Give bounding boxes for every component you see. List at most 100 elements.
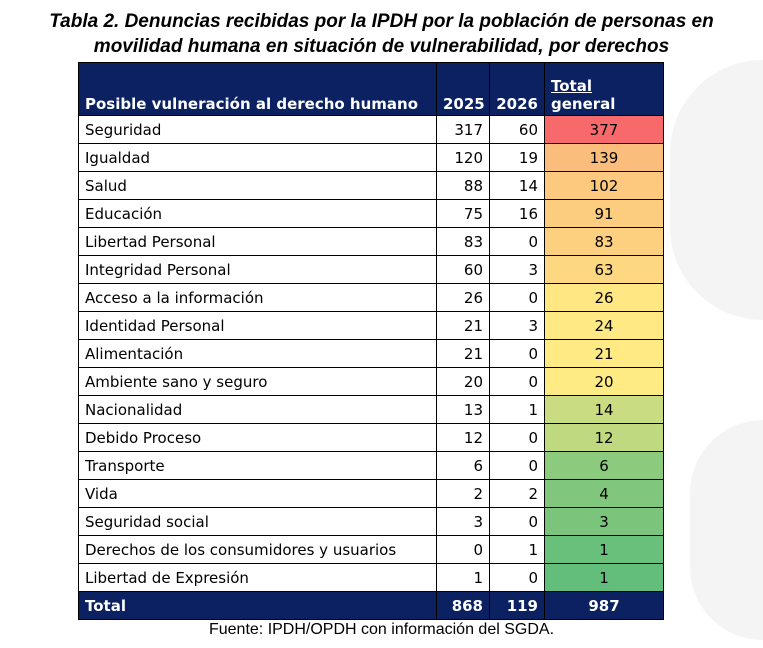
value-total: 6 [544,451,664,480]
total-row: Total 868 119 987 [78,591,664,620]
value-total: 377 [544,115,664,144]
value-2025: 120 [436,143,490,172]
table-row: Educación 75 16 91 [78,199,664,228]
value-2026: 2 [489,479,545,508]
row-label: Ambiente sano y seguro [78,367,437,396]
row-label: Derechos de los consumidores y usuarios [78,535,437,564]
header-right: Posible vulneración al derecho humano [78,62,437,116]
value-2025: 60 [436,255,490,284]
total-2026: 119 [489,591,545,620]
row-label: Libertad de Expresión [78,563,437,592]
row-label: Acceso a la información [78,283,437,312]
table-row: Acceso a la información 26 0 26 [78,283,664,312]
value-2025: 26 [436,283,490,312]
value-total: 20 [544,367,664,396]
value-total: 14 [544,395,664,424]
row-label: Igualdad [78,143,437,172]
value-total: 21 [544,339,664,368]
value-2025: 317 [436,115,490,144]
table-title: Tabla 2. Denuncias recibidas por la IPDH… [0,9,763,59]
table-row: Libertad de Expresión 1 0 1 [78,563,664,592]
table-row: Transporte 6 0 6 [78,451,664,480]
row-label: Salud [78,171,437,200]
value-2026: 19 [489,143,545,172]
value-total: 4 [544,479,664,508]
value-2025: 13 [436,395,490,424]
value-2026: 3 [489,255,545,284]
value-2026: 16 [489,199,545,228]
title-line-2: movilidad humana en situación de vulnera… [93,36,670,57]
watermark-shape [690,420,763,640]
value-total: 1 [544,563,664,592]
rights-table: Posible vulneración al derecho humano 20… [78,62,664,620]
value-2025: 21 [436,339,490,368]
value-2026: 0 [489,227,545,256]
row-label: Vida [78,479,437,508]
total-general: 987 [544,591,664,620]
value-total: 91 [544,199,664,228]
header-2026: 2026 [489,62,545,116]
row-label: Seguridad [78,115,437,144]
row-label: Seguridad social [78,507,437,536]
value-total: 12 [544,423,664,452]
value-2026: 1 [489,535,545,564]
header-row: Posible vulneración al derecho humano 20… [78,62,664,116]
value-2026: 0 [489,339,545,368]
header-total-line2: general [551,95,616,113]
value-2026: 0 [489,367,545,396]
value-total: 139 [544,143,664,172]
row-label: Educación [78,199,437,228]
value-2025: 20 [436,367,490,396]
value-2025: 88 [436,171,490,200]
table-row: Libertad Personal 83 0 83 [78,227,664,256]
value-2025: 21 [436,311,490,340]
value-2026: 60 [489,115,545,144]
table-row: Integridad Personal 60 3 63 [78,255,664,284]
table-row: Ambiente sano y seguro 20 0 20 [78,367,664,396]
value-total: 24 [544,311,664,340]
header-total-link[interactable]: Total [551,77,592,95]
table-row: Seguridad social 3 0 3 [78,507,664,536]
value-total: 3 [544,507,664,536]
watermark-shape [670,60,763,320]
value-total: 63 [544,255,664,284]
table-row: Identidad Personal 21 3 24 [78,311,664,340]
value-total: 102 [544,171,664,200]
value-2025: 2 [436,479,490,508]
value-2025: 3 [436,507,490,536]
table-row: Nacionalidad 13 1 14 [78,395,664,424]
total-label: Total [78,591,437,620]
value-total: 1 [544,535,664,564]
value-2025: 83 [436,227,490,256]
value-2026: 0 [489,451,545,480]
total-2025: 868 [436,591,490,620]
row-label: Debido Proceso [78,423,437,452]
value-2026: 3 [489,311,545,340]
header-total: Total general [544,62,664,116]
value-2026: 0 [489,423,545,452]
table-row: Derechos de los consumidores y usuarios … [78,535,664,564]
row-label: Transporte [78,451,437,480]
value-2025: 12 [436,423,490,452]
row-label: Nacionalidad [78,395,437,424]
row-label: Alimentación [78,339,437,368]
row-label: Integridad Personal [78,255,437,284]
table-row: Seguridad 317 60 377 [78,115,664,144]
row-label: Libertad Personal [78,227,437,256]
value-total: 83 [544,227,664,256]
value-2026: 1 [489,395,545,424]
header-2025: 2025 [436,62,490,116]
source-note: Fuente: IPDH/OPDH con información del SG… [208,621,555,638]
table-row: Debido Proceso 12 0 12 [78,423,664,452]
title-line-1: Tabla 2. Denuncias recibidas por la IPDH… [49,11,714,32]
table-row: Salud 88 14 102 [78,171,664,200]
value-total: 26 [544,283,664,312]
value-2026: 14 [489,171,545,200]
value-2025: 75 [436,199,490,228]
value-2026: 0 [489,507,545,536]
table-row: Igualdad 120 19 139 [78,143,664,172]
value-2025: 6 [436,451,490,480]
value-2026: 0 [489,283,545,312]
value-2025: 0 [436,535,490,564]
table-row: Alimentación 21 0 21 [78,339,664,368]
